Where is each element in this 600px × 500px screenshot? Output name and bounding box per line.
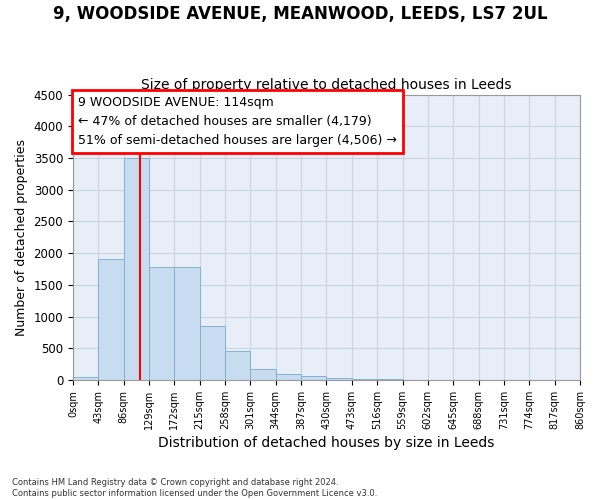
X-axis label: Distribution of detached houses by size in Leeds: Distribution of detached houses by size … — [158, 436, 494, 450]
Text: 9, WOODSIDE AVENUE, MEANWOOD, LEEDS, LS7 2UL: 9, WOODSIDE AVENUE, MEANWOOD, LEEDS, LS7… — [53, 5, 547, 23]
Bar — [352, 378, 377, 380]
Bar — [73, 377, 98, 380]
Bar — [250, 369, 276, 380]
Bar — [200, 326, 225, 380]
Bar — [276, 374, 301, 380]
Bar — [124, 158, 149, 380]
Bar — [301, 376, 326, 380]
Bar — [326, 378, 352, 380]
Text: Contains HM Land Registry data © Crown copyright and database right 2024.
Contai: Contains HM Land Registry data © Crown c… — [12, 478, 377, 498]
Bar — [225, 352, 250, 380]
Text: 9 WOODSIDE AVENUE: 114sqm
← 47% of detached houses are smaller (4,179)
51% of se: 9 WOODSIDE AVENUE: 114sqm ← 47% of detac… — [78, 96, 397, 147]
Bar — [175, 267, 200, 380]
Title: Size of property relative to detached houses in Leeds: Size of property relative to detached ho… — [141, 78, 512, 92]
Y-axis label: Number of detached properties: Number of detached properties — [15, 139, 28, 336]
Bar — [98, 260, 124, 380]
Bar — [149, 267, 175, 380]
